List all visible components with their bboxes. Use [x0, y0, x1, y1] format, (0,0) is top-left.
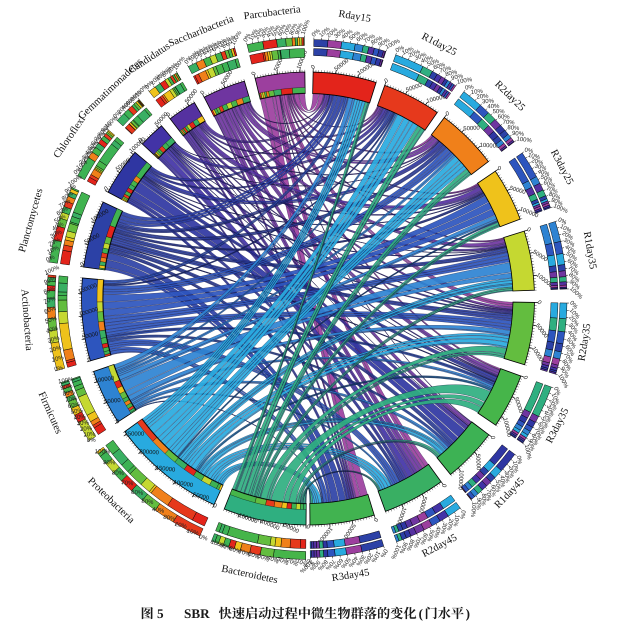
- svg-text:200000: 200000: [139, 449, 160, 456]
- svg-text:100%: 100%: [95, 449, 111, 455]
- svg-text:30%: 30%: [77, 420, 90, 427]
- svg-text:70%: 70%: [121, 480, 134, 487]
- svg-text:50000: 50000: [463, 126, 480, 133]
- svg-text:80%: 80%: [112, 470, 125, 477]
- svg-text:20%: 20%: [80, 426, 93, 433]
- svg-text:50000: 50000: [474, 454, 481, 471]
- svg-text:250000: 250000: [125, 432, 145, 438]
- svg-text:40%: 40%: [74, 414, 87, 421]
- svg-text:50%: 50%: [71, 408, 84, 415]
- svg-text:0%: 0%: [87, 438, 97, 444]
- svg-text:90%: 90%: [103, 460, 116, 466]
